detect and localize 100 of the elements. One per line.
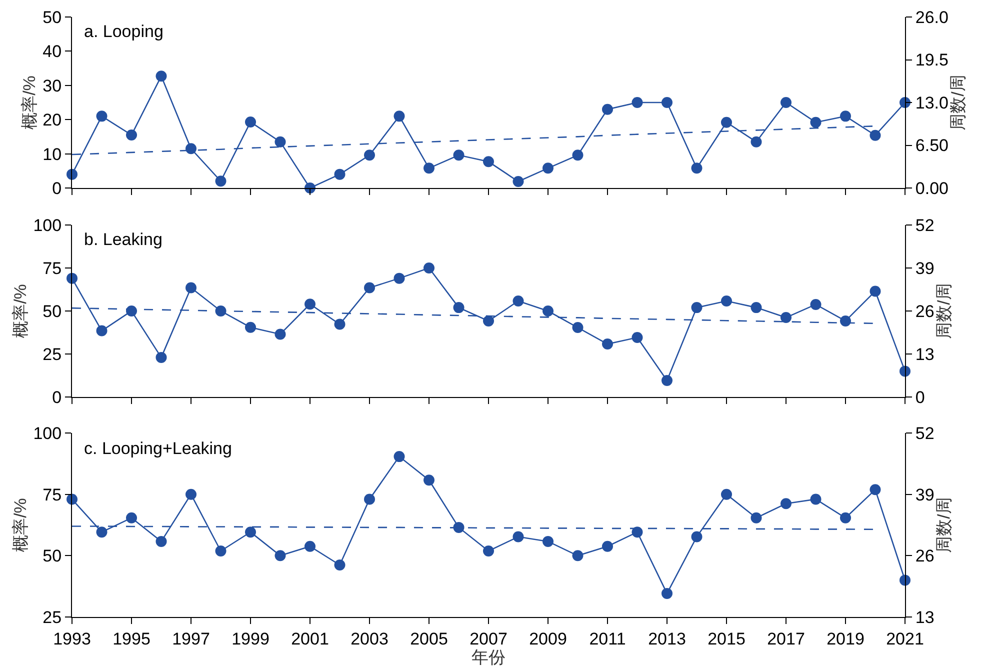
y-tick-label: 30 — [42, 76, 62, 96]
point — [840, 110, 851, 122]
y-tick-label: 100 — [33, 216, 62, 235]
point — [126, 512, 137, 524]
x-tick-label: 2017 — [767, 629, 805, 648]
y-axis-title: 概率/% — [10, 284, 30, 338]
point — [572, 150, 584, 161]
y-tick-label: 100 — [33, 424, 62, 443]
x-tick-label: 2007 — [470, 629, 508, 648]
point — [662, 588, 672, 599]
point — [691, 162, 702, 174]
point — [453, 150, 464, 161]
point — [542, 162, 554, 174]
point — [662, 97, 672, 108]
point — [274, 550, 286, 562]
point — [602, 104, 613, 115]
point — [453, 522, 464, 533]
y2-tick-label: 19.5 — [915, 50, 948, 70]
point — [602, 338, 613, 350]
point — [750, 136, 762, 148]
point — [245, 116, 256, 128]
x-tick-label: 2019 — [826, 629, 864, 648]
point — [691, 531, 702, 542]
point — [810, 494, 822, 505]
point — [721, 116, 732, 128]
point — [721, 296, 732, 307]
point — [186, 282, 196, 294]
point — [126, 129, 137, 140]
point — [483, 315, 494, 326]
point — [304, 298, 316, 310]
y2-tick-label: 0.00 — [915, 178, 948, 198]
point — [870, 484, 881, 496]
point — [840, 315, 851, 326]
point — [810, 298, 822, 310]
point — [483, 546, 494, 557]
y-tick-label: 75 — [42, 258, 62, 278]
point — [721, 488, 732, 500]
point — [662, 374, 672, 386]
x-tick-label: 2009 — [529, 629, 567, 648]
point — [394, 451, 405, 462]
point — [780, 498, 792, 510]
point — [186, 488, 196, 500]
point — [215, 176, 226, 187]
chart-title: b. Leaking — [84, 230, 162, 249]
y-tick-label: 25 — [42, 608, 62, 627]
point — [810, 116, 822, 128]
y-tick-label: 50 — [42, 302, 62, 321]
point — [453, 302, 464, 314]
x-tick-label: 1997 — [172, 629, 210, 648]
chart-title: c. Looping+Leaking — [84, 439, 232, 458]
x-axis-title: 年份 — [472, 648, 506, 667]
y2-tick-label: 0 — [915, 388, 925, 407]
point — [364, 150, 375, 161]
point — [215, 546, 226, 557]
point — [394, 272, 405, 284]
y2-tick-label: 26 — [915, 546, 934, 566]
point — [364, 282, 375, 294]
x-tick-label: 2001 — [291, 629, 329, 648]
y2-tick-label: 13.0 — [915, 93, 948, 112]
y2-axis-title: 周数/周 — [934, 283, 954, 339]
point — [750, 512, 762, 524]
y-tick-label: 40 — [42, 42, 62, 62]
x-tick-label: 2015 — [708, 629, 746, 648]
chart-title: a. Looping — [84, 22, 164, 41]
y-tick-label: 0 — [52, 388, 62, 407]
y2-tick-label: 13 — [915, 608, 934, 627]
x-tick-label: 2005 — [410, 629, 448, 648]
x-tick-label: 1993 — [53, 629, 91, 648]
y-tick-label: 50 — [42, 8, 62, 27]
y-tick-label: 10 — [42, 144, 62, 164]
point — [572, 322, 584, 334]
y2-tick-label: 26.0 — [915, 8, 948, 27]
point — [334, 168, 346, 180]
x-tick-label: 1995 — [112, 629, 150, 648]
y2-tick-label: 6.50 — [915, 136, 948, 156]
y-tick-label: 0 — [52, 178, 62, 198]
point — [572, 550, 584, 562]
point — [602, 540, 613, 552]
y2-tick-label: 26 — [915, 302, 934, 321]
point — [424, 162, 434, 174]
y2-axis-title: 周数/周 — [934, 497, 954, 553]
point — [542, 306, 554, 316]
y2-tick-label: 39 — [915, 258, 934, 278]
point — [424, 262, 434, 274]
x-tick-label: 2011 — [589, 629, 626, 648]
x-tick-label: 2013 — [648, 629, 686, 648]
point — [512, 296, 524, 307]
y2-tick-label: 13 — [915, 344, 934, 364]
point — [780, 97, 792, 108]
point — [96, 325, 108, 336]
point — [483, 156, 494, 168]
y2-axis-title: 周数/周 — [948, 74, 968, 130]
point — [870, 286, 881, 297]
point — [364, 494, 375, 505]
point — [512, 176, 524, 187]
point — [334, 559, 346, 570]
y-axis-title: 概率/% — [10, 498, 30, 552]
point — [542, 536, 554, 547]
y2-tick-label: 52 — [915, 424, 934, 443]
x-tick-label: 1999 — [232, 629, 270, 648]
